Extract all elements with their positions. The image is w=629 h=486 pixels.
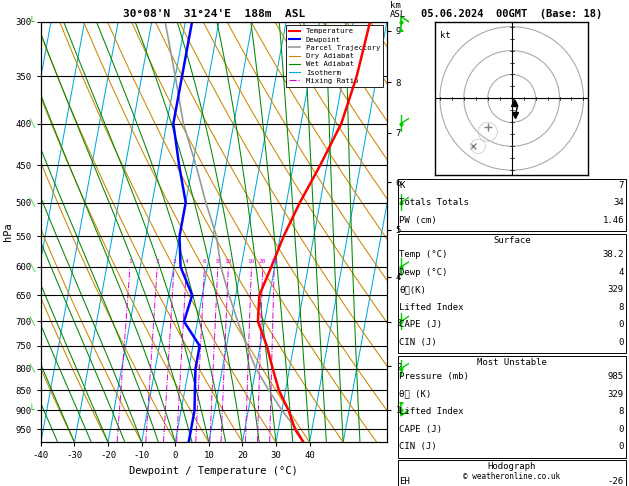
Text: 16: 16 <box>248 259 255 263</box>
Text: 329: 329 <box>608 285 624 295</box>
Text: kt: kt <box>440 32 451 40</box>
Text: Surface: Surface <box>493 236 530 245</box>
Text: © weatheronline.co.uk: © weatheronline.co.uk <box>463 472 560 481</box>
X-axis label: Dewpoint / Temperature (°C): Dewpoint / Temperature (°C) <box>130 466 298 476</box>
Text: 7: 7 <box>618 181 624 190</box>
Text: 30°08'N  31°24'E  188m  ASL: 30°08'N 31°24'E 188m ASL <box>123 9 305 19</box>
Text: Totals Totals: Totals Totals <box>399 198 469 208</box>
Text: 25: 25 <box>270 259 278 263</box>
Text: └: └ <box>29 17 35 27</box>
Text: -26: -26 <box>608 477 624 486</box>
Text: Lifted Index: Lifted Index <box>399 407 464 417</box>
Text: Hodograph: Hodograph <box>487 462 536 471</box>
Text: 3: 3 <box>172 259 176 263</box>
Text: 8: 8 <box>618 303 624 312</box>
Text: 985: 985 <box>608 372 624 382</box>
Text: 6: 6 <box>203 259 206 263</box>
Text: km
ASL: km ASL <box>390 1 406 19</box>
Text: 0: 0 <box>618 425 624 434</box>
Y-axis label: hPa: hPa <box>3 223 13 242</box>
Text: 0: 0 <box>618 338 624 347</box>
Text: 10: 10 <box>225 259 232 263</box>
Text: CAPE (J): CAPE (J) <box>399 425 442 434</box>
Text: 2: 2 <box>155 259 159 263</box>
Text: 8: 8 <box>618 407 624 417</box>
Text: Pressure (mb): Pressure (mb) <box>399 372 469 382</box>
Text: 4: 4 <box>184 259 188 263</box>
Legend: Temperature, Dewpoint, Parcel Trajectory, Dry Adiabat, Wet Adiabat, Isotherm, Mi: Temperature, Dewpoint, Parcel Trajectory… <box>286 25 383 87</box>
Text: K: K <box>399 181 405 190</box>
Text: Dewp (°C): Dewp (°C) <box>399 268 448 277</box>
Text: 1.46: 1.46 <box>603 216 624 225</box>
Text: ╲: ╲ <box>30 317 35 326</box>
Text: ╲: ╲ <box>30 119 35 128</box>
Text: EH: EH <box>399 477 410 486</box>
Text: θᴁ(K): θᴁ(K) <box>399 285 426 295</box>
Text: 0: 0 <box>618 442 624 451</box>
Text: └: └ <box>29 405 35 416</box>
Text: 329: 329 <box>608 390 624 399</box>
Text: Temp (°C): Temp (°C) <box>399 250 448 260</box>
Text: Lifted Index: Lifted Index <box>399 303 464 312</box>
Text: 34: 34 <box>613 198 624 208</box>
Text: 1: 1 <box>128 259 132 263</box>
Text: ╲: ╲ <box>30 364 35 373</box>
Text: 05.06.2024  00GMT  (Base: 18): 05.06.2024 00GMT (Base: 18) <box>421 9 603 19</box>
Text: 20: 20 <box>259 259 267 263</box>
Text: CIN (J): CIN (J) <box>399 442 437 451</box>
Text: CIN (J): CIN (J) <box>399 338 437 347</box>
Text: 38.2: 38.2 <box>603 250 624 260</box>
Text: 0: 0 <box>618 320 624 330</box>
Text: ╲: ╲ <box>30 262 35 272</box>
Text: PW (cm): PW (cm) <box>399 216 437 225</box>
Text: 8: 8 <box>216 259 220 263</box>
Text: Most Unstable: Most Unstable <box>477 358 547 367</box>
Text: CAPE (J): CAPE (J) <box>399 320 442 330</box>
Text: ╲: ╲ <box>30 198 35 207</box>
Text: θᴁ (K): θᴁ (K) <box>399 390 431 399</box>
Text: 4: 4 <box>618 268 624 277</box>
